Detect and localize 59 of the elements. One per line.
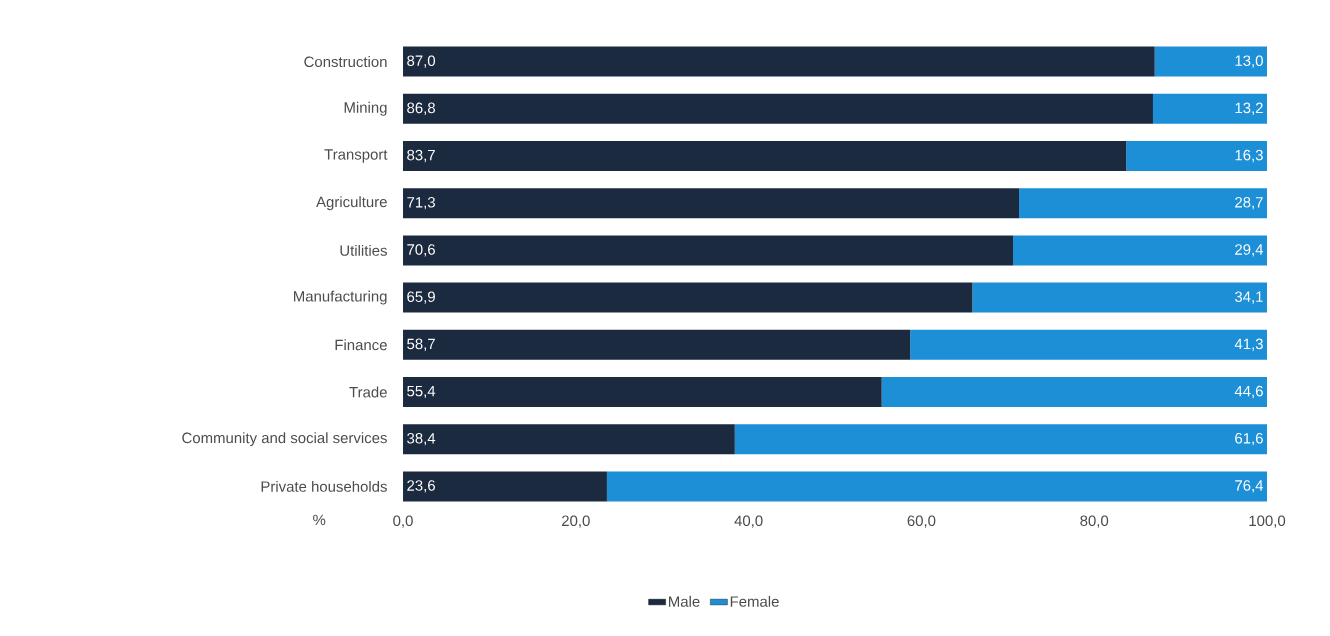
data-label: 55,4 (407, 385, 436, 399)
data-label: 76,4 (1235, 480, 1264, 493)
data-label: 83,7 (407, 149, 435, 163)
y-tick-label: Agriculture (316, 196, 387, 211)
y-tick-label: Transport (324, 149, 388, 163)
bar (606, 471, 1268, 502)
x-axis-title: % (313, 514, 326, 526)
y-tick-label: Community and social services (182, 432, 387, 447)
bar (403, 140, 1127, 171)
bar (403, 376, 882, 407)
bar (403, 282, 973, 313)
data-label: 38,4 (407, 433, 436, 446)
data-label: 16,3 (1235, 149, 1263, 163)
y-tick-label: Manufacturing (294, 290, 387, 305)
x-tick-label: 100,0 (1249, 515, 1286, 528)
data-label: 71,3 (407, 197, 435, 210)
bar (881, 376, 1268, 407)
data-label: 44,6 (1234, 385, 1263, 399)
bar (1154, 46, 1268, 77)
bar (910, 329, 1268, 360)
bar (734, 424, 1268, 455)
x-tick-label: 40,0 (734, 515, 763, 528)
bar (1019, 188, 1268, 219)
data-label: 70,6 (407, 244, 435, 257)
data-label: 13,0 (1235, 55, 1263, 68)
bar (1126, 140, 1268, 171)
legend-label: Male (669, 595, 700, 607)
y-tick-label: Utilities (340, 244, 387, 256)
x-tick-label: 60,0 (907, 515, 936, 528)
data-label: 87,0 (407, 55, 436, 68)
x-tick-label: 0,0 (393, 515, 413, 528)
bar (403, 471, 607, 502)
data-label: 58,7 (407, 338, 435, 351)
y-tick-label: Finance (335, 339, 387, 351)
data-label: 86,8 (407, 102, 435, 115)
data-label: 65,9 (407, 291, 435, 304)
y-tick-label: Private households (261, 480, 387, 492)
bar (403, 424, 735, 455)
x-tick-label: 80,0 (1080, 515, 1109, 528)
y-tick-label: Construction (304, 56, 387, 68)
data-label: 61,6 (1235, 433, 1263, 446)
bar (972, 282, 1268, 313)
y-tick-label: Trade (349, 386, 387, 398)
bar (403, 235, 1013, 266)
bar (403, 329, 911, 360)
bar (1152, 93, 1268, 124)
data-label: 29,4 (1235, 244, 1264, 257)
x-tick-label: 20,0 (562, 515, 590, 528)
data-label: 13,2 (1235, 102, 1263, 115)
data-label: 41,3 (1234, 338, 1263, 351)
data-label: 23,6 (407, 480, 435, 493)
y-tick-label: Mining (344, 101, 387, 116)
data-label: 28,7 (1235, 197, 1263, 210)
bar (403, 46, 1155, 77)
bar (403, 93, 1153, 124)
bar (1013, 235, 1268, 266)
bar (403, 188, 1020, 219)
legend-label: Female (730, 595, 779, 607)
data-label: 34,1 (1234, 291, 1263, 304)
